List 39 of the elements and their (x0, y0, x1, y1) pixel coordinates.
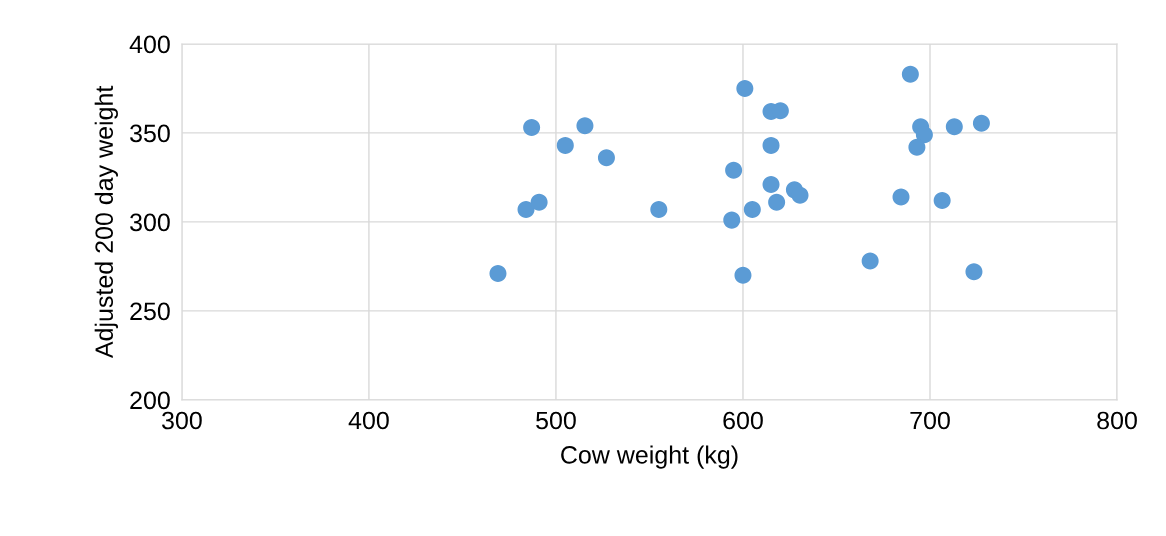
point (723, 211, 741, 229)
point (576, 117, 594, 135)
point (489, 265, 507, 283)
point (650, 200, 668, 218)
point (556, 136, 574, 154)
point (933, 192, 951, 210)
y-tick-label: 300 (130, 213, 170, 232)
y-tick-label: 200 (130, 391, 170, 410)
point (517, 200, 535, 218)
point (861, 252, 879, 270)
point (725, 161, 743, 179)
point (597, 149, 615, 167)
y-tick-label: 250 (130, 302, 170, 321)
point (743, 200, 761, 218)
point (791, 186, 809, 204)
point (972, 114, 990, 132)
y-axis-title: Adjusted 200 day weight (94, 85, 118, 359)
point (762, 136, 780, 154)
point (965, 263, 983, 281)
point (945, 118, 963, 136)
point (523, 119, 541, 137)
point (915, 126, 933, 144)
point (892, 188, 910, 206)
point (734, 266, 752, 284)
x-tick-label: 800 (1097, 411, 1137, 430)
x-tick-label: 600 (723, 411, 763, 430)
point (530, 193, 548, 211)
point (768, 193, 786, 211)
x-tick-label: 500 (536, 411, 576, 430)
x-tick-label: 300 (162, 411, 202, 430)
point (736, 79, 754, 97)
y-tick-label: 350 (130, 124, 170, 143)
point (901, 65, 919, 83)
x-tick-label: 400 (348, 411, 389, 430)
point (908, 138, 926, 156)
x-tick-label: 700 (910, 411, 950, 430)
x-axis-title: Cow weight (kg) (561, 445, 738, 469)
point (762, 176, 780, 194)
y-tick-label: 400 (129, 35, 170, 54)
